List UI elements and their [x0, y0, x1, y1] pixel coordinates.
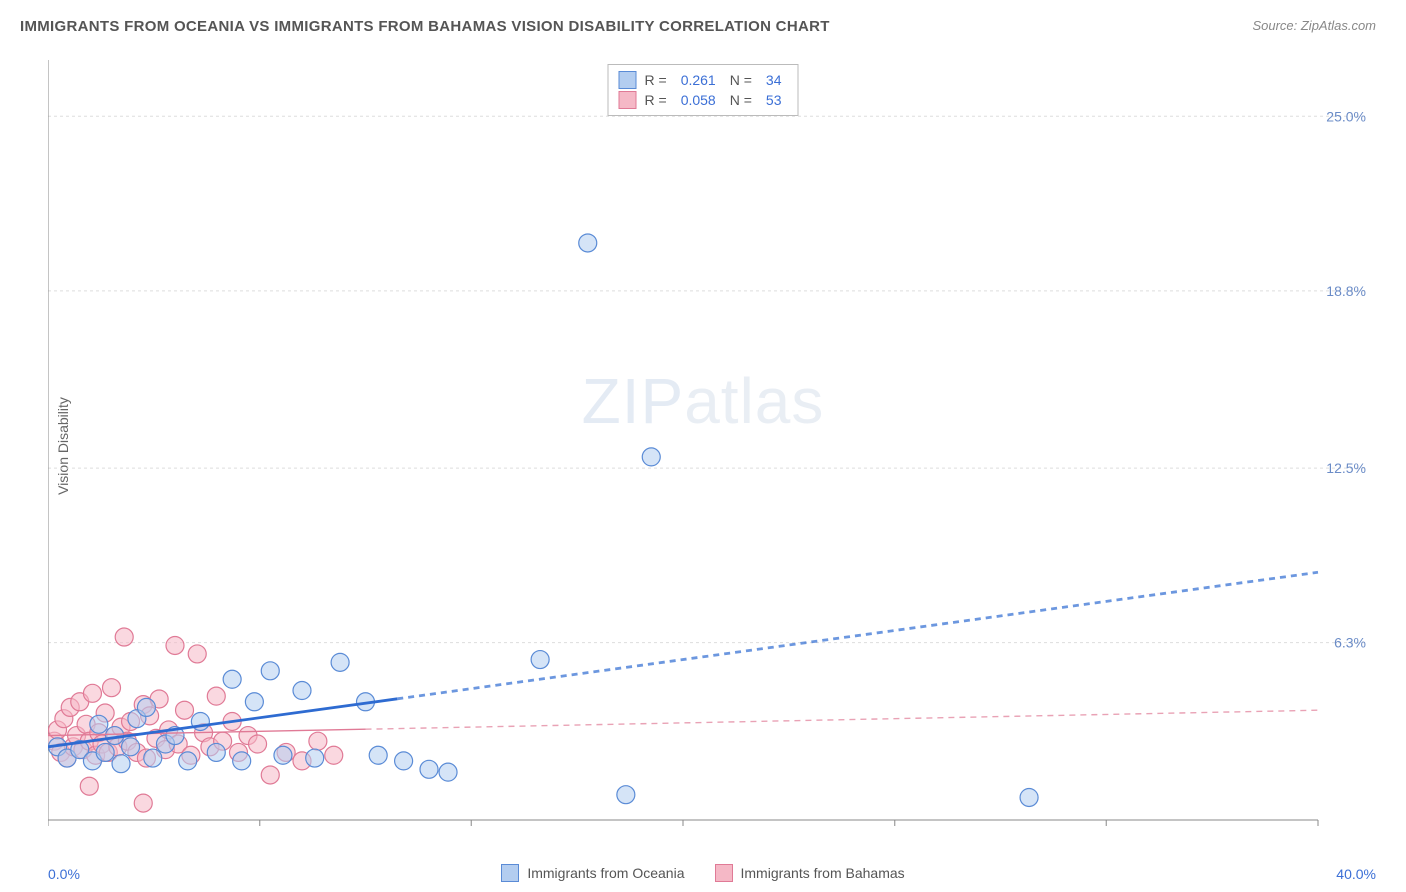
- r-label: R =: [645, 72, 667, 88]
- legend-stat-row: R = 0.261 N = 34: [619, 71, 788, 89]
- legend-series-label: Immigrants from Bahamas: [741, 865, 905, 881]
- n-value: 53: [760, 92, 788, 108]
- legend-series-item: Immigrants from Bahamas: [715, 864, 905, 882]
- chart-title: IMMIGRANTS FROM OCEANIA VS IMMIGRANTS FR…: [20, 18, 830, 35]
- legend-swatch: [619, 71, 637, 89]
- r-value: 0.058: [675, 92, 722, 108]
- svg-text:18.8%: 18.8%: [1326, 283, 1366, 299]
- chart-area: 6.3% 12.5% 18.8% 25.0%: [48, 60, 1368, 840]
- legend-swatch: [715, 864, 733, 882]
- legend-swatch: [501, 864, 519, 882]
- legend-series-item: Immigrants from Oceania: [501, 864, 684, 882]
- legend-swatch: [619, 91, 637, 109]
- legend-series: Immigrants from Oceania Immigrants from B…: [0, 864, 1406, 882]
- svg-text:6.3%: 6.3%: [1334, 635, 1366, 651]
- n-value: 34: [760, 72, 788, 88]
- svg-text:12.5%: 12.5%: [1326, 460, 1366, 476]
- svg-text:25.0%: 25.0%: [1326, 108, 1366, 124]
- r-value: 0.261: [675, 72, 722, 88]
- scatter-plot: 6.3% 12.5% 18.8% 25.0%: [48, 60, 1368, 840]
- n-label: N =: [730, 92, 752, 108]
- legend-stat-row: R = 0.058 N = 53: [619, 91, 788, 109]
- r-label: R =: [645, 92, 667, 108]
- n-label: N =: [730, 72, 752, 88]
- x-axis-min-label: 0.0%: [48, 866, 80, 882]
- legend-stats: R = 0.261 N = 34 R = 0.058 N = 53: [608, 64, 799, 116]
- source-label: Source: ZipAtlas.com: [1252, 18, 1376, 33]
- legend-series-label: Immigrants from Oceania: [527, 865, 684, 881]
- x-axis-max-label: 40.0%: [1336, 866, 1376, 882]
